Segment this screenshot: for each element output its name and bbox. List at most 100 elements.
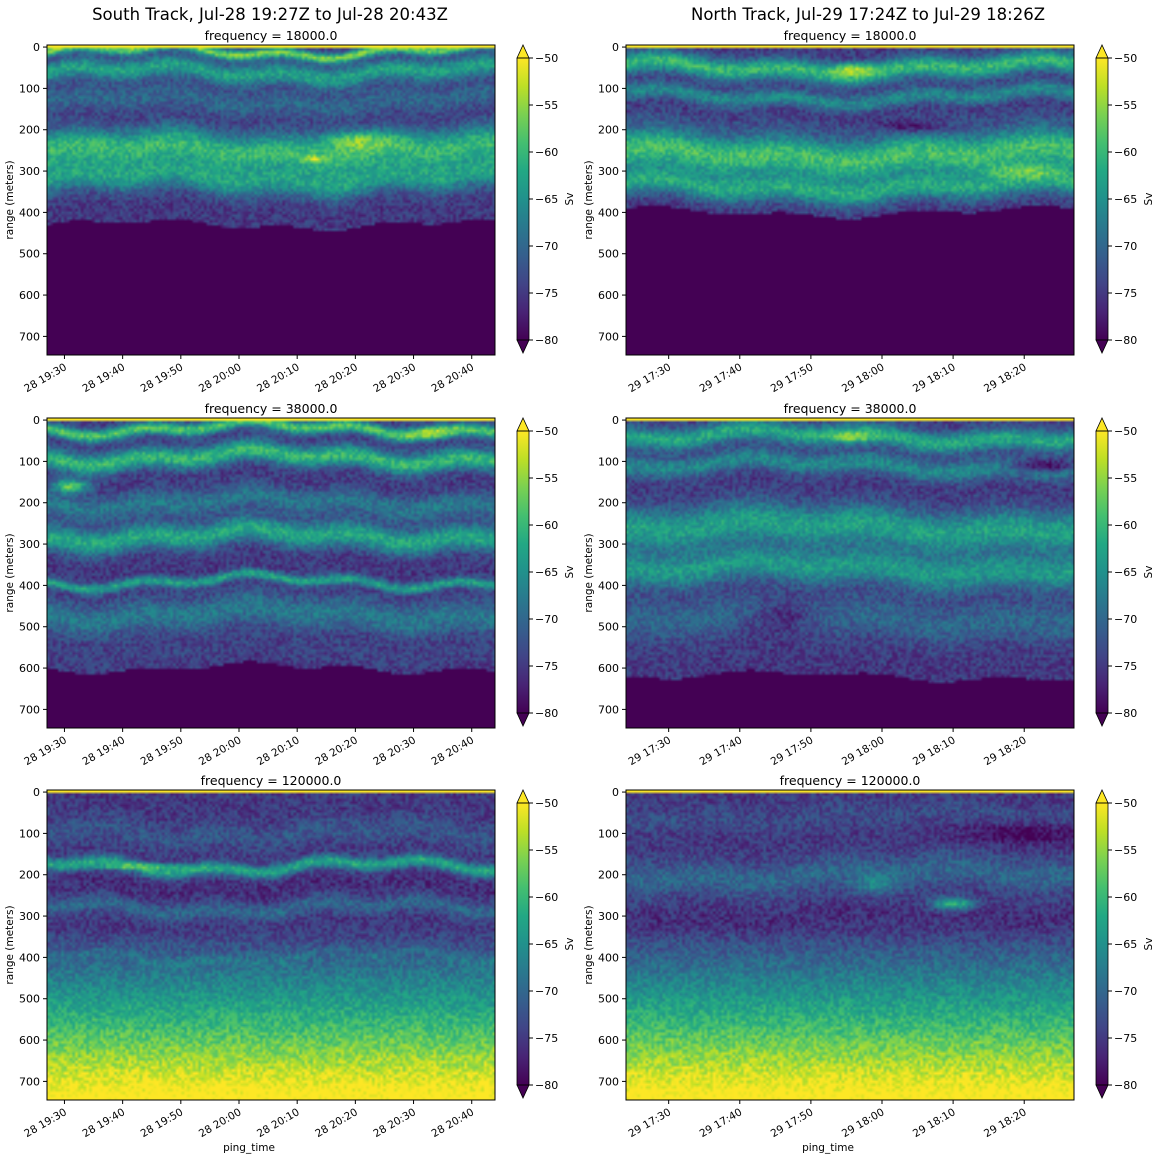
x-tick-label: 28 20:40 xyxy=(430,1106,477,1140)
y-tick-label: 300 xyxy=(19,910,40,923)
colorbar-tick-label: −75 xyxy=(1114,660,1137,673)
colorbar-extend-under xyxy=(516,339,530,354)
panel-south-18k: frequency = 18000.0 0 100 200 300 400 500 600 70… xyxy=(4,28,576,395)
colorbar-tick-label: −55 xyxy=(1114,472,1137,485)
y-tick-label: 600 xyxy=(598,1034,619,1047)
colorbar-tick-label: −80 xyxy=(1114,707,1137,720)
panel-title: frequency = 38000.0 xyxy=(784,401,917,416)
colorbar-label: Sv xyxy=(564,566,576,579)
y-tick-label: 500 xyxy=(19,248,40,261)
heatmap-image xyxy=(626,790,1074,1100)
colorbar-extend-over xyxy=(516,417,530,432)
y-tick-label: 500 xyxy=(598,248,619,261)
colorbar: −50 −55 −60 −65 −70 −75 −80 Sv xyxy=(516,789,576,1099)
colorbar-tick-label: −60 xyxy=(535,519,558,532)
x-tick-label: 28 20:20 xyxy=(313,361,360,395)
x-tick-label: 29 18:00 xyxy=(840,1106,887,1140)
colorbar-tick-label: −70 xyxy=(1114,240,1137,253)
y-tick-label: 100 xyxy=(19,455,40,468)
y-tick-label: 700 xyxy=(19,330,40,343)
colorbar-tick-label: −80 xyxy=(535,707,558,720)
x-tick-label: 28 20:00 xyxy=(197,361,244,395)
x-tick-label: 29 18:20 xyxy=(982,1106,1029,1140)
y-tick-label: 0 xyxy=(612,41,619,54)
x-tick-label: 28 20:30 xyxy=(371,734,418,768)
colorbar-tick-label: −65 xyxy=(535,193,558,206)
y-tick-label: 700 xyxy=(19,703,40,716)
x-tick-label: 29 18:20 xyxy=(982,361,1029,395)
y-tick-label: 600 xyxy=(19,662,40,675)
y-axis-label: range (meters) xyxy=(583,905,595,984)
x-axis-label: ping_time xyxy=(802,1142,854,1154)
x-tick-label: 29 18:10 xyxy=(911,1106,958,1140)
colorbar-label: Sv xyxy=(1143,938,1155,951)
colorbar-tick-label: −50 xyxy=(535,52,558,65)
panel-north-18k: frequency = 18000.0 0 100 200 300 400 500 600 70… xyxy=(583,28,1155,395)
x-tick-label: 28 20:20 xyxy=(313,734,360,768)
colorbar: −50 −55 −60 −65 −70 −75 −80 Sv xyxy=(1095,44,1155,354)
x-tick-label: 29 18:20 xyxy=(982,734,1029,768)
heatmap-image xyxy=(626,418,1074,728)
y-axis-label: range (meters) xyxy=(583,533,595,612)
y-tick-label: 300 xyxy=(598,910,619,923)
y-tick-label: 0 xyxy=(33,414,40,427)
y-tick-label: 700 xyxy=(598,703,619,716)
colorbar-extend-over xyxy=(1095,417,1109,432)
plot-frame xyxy=(46,417,496,729)
y-tick-label: 100 xyxy=(598,455,619,468)
colorbar-tick-label: −50 xyxy=(1114,425,1137,438)
x-tick-label: 28 19:40 xyxy=(80,361,127,395)
panel-south-12k: frequency = 120000.0 0 100 200 300 400 500 600 7… xyxy=(4,773,576,1154)
colorbar-label: Sv xyxy=(1143,566,1155,579)
colorbar-extend-over xyxy=(516,789,530,804)
y-axis-label: range (meters) xyxy=(4,905,16,984)
x-tick-label: 28 19:40 xyxy=(80,1106,127,1140)
colorbar-tick-label: −75 xyxy=(535,660,558,673)
colorbar-gradient xyxy=(517,58,529,340)
y-tick-label: 100 xyxy=(19,82,40,95)
colorbar-gradient xyxy=(517,431,529,713)
colorbar: −50 −55 −60 −65 −70 −75 −80 Sv xyxy=(1095,417,1155,727)
y-tick-label: 300 xyxy=(598,538,619,551)
x-tick-label: 28 19:40 xyxy=(80,734,127,768)
colorbar-gradient xyxy=(517,803,529,1085)
x-tick-label: 29 18:00 xyxy=(840,361,887,395)
colorbar-tick-label: −70 xyxy=(535,985,558,998)
x-tick-label: 28 20:40 xyxy=(430,734,477,768)
x-tick-label: 29 17:40 xyxy=(698,734,745,768)
y-tick-label: 300 xyxy=(598,165,619,178)
y-tick-label: 500 xyxy=(598,621,619,634)
colorbar-gradient xyxy=(1096,803,1108,1085)
x-tick-label: 28 19:50 xyxy=(139,361,186,395)
x-tick-label: 29 17:50 xyxy=(769,734,816,768)
colorbar-tick-label: −75 xyxy=(535,287,558,300)
colorbar-extend-under xyxy=(1095,339,1109,354)
colorbar-extend-over xyxy=(1095,44,1109,59)
colorbar-tick-label: −65 xyxy=(1114,566,1137,579)
plot-frame xyxy=(625,789,1075,1101)
x-tick-label: 29 18:00 xyxy=(840,734,887,768)
y-tick-label: 200 xyxy=(19,497,40,510)
colorbar-extend-over xyxy=(1095,789,1109,804)
plot-frame xyxy=(625,417,1075,729)
colorbar-tick-label: −70 xyxy=(1114,985,1137,998)
colorbar-tick-label: −75 xyxy=(1114,1032,1137,1045)
colorbar-tick-label: −55 xyxy=(1114,844,1137,857)
x-tick-label: 29 17:50 xyxy=(769,361,816,395)
colorbar-tick-label: −50 xyxy=(1114,797,1137,810)
colorbar-tick-label: −55 xyxy=(535,99,558,112)
panel-south-38k: frequency = 38000.0 0 100 200 300 400 500 600 70… xyxy=(4,401,576,768)
y-axis-label: range (meters) xyxy=(4,533,16,612)
y-tick-label: 700 xyxy=(598,1075,619,1088)
colorbar-extend-under xyxy=(1095,1084,1109,1099)
panel-north-38k: frequency = 38000.0 0 100 200 300 400 500 600 70… xyxy=(583,401,1155,768)
y-tick-label: 100 xyxy=(19,827,40,840)
plot-frame xyxy=(46,44,496,356)
colorbar-tick-label: −70 xyxy=(535,240,558,253)
y-tick-label: 300 xyxy=(19,538,40,551)
colorbar-tick-label: −55 xyxy=(535,472,558,485)
heatmap-image xyxy=(47,45,495,355)
heatmap-image xyxy=(626,45,1074,355)
y-tick-label: 600 xyxy=(19,1034,40,1047)
colorbar-extend-under xyxy=(1095,712,1109,727)
